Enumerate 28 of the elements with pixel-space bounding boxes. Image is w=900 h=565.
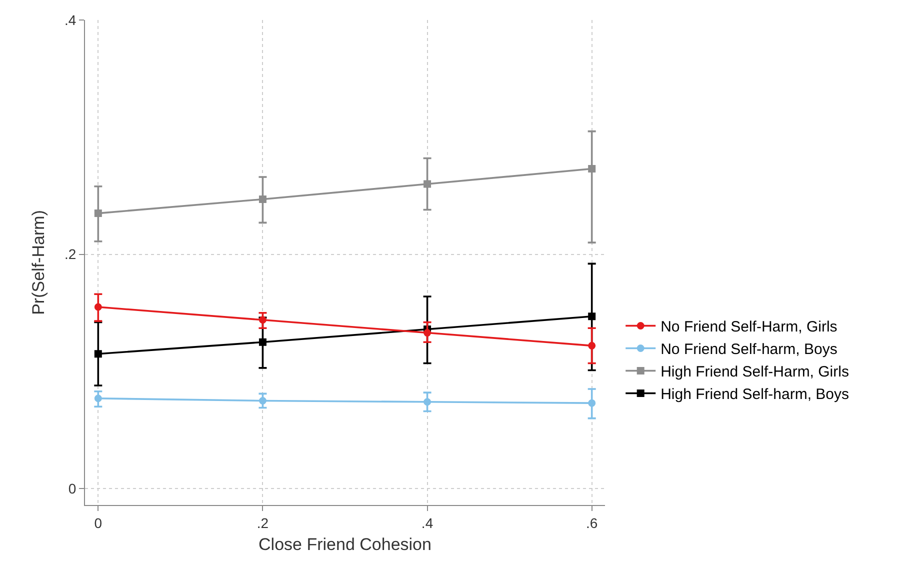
point bbox=[258, 396, 266, 404]
point bbox=[424, 329, 432, 337]
y-axis-title: Pr(Self-Harm) bbox=[29, 210, 48, 315]
x-tick-label: .4 bbox=[421, 514, 434, 531]
y-tick-label: .4 bbox=[64, 12, 76, 28]
x-tick-label: .2 bbox=[256, 514, 269, 531]
x-axis-title: Close Friend Cohesion bbox=[258, 535, 432, 554]
point bbox=[258, 195, 266, 203]
x-tick-label: .6 bbox=[586, 514, 598, 531]
point bbox=[94, 350, 102, 358]
point bbox=[588, 399, 596, 407]
point bbox=[94, 210, 102, 218]
point bbox=[424, 180, 432, 188]
y-tick-label: .2 bbox=[64, 246, 76, 262]
point bbox=[94, 303, 102, 311]
point bbox=[258, 316, 266, 324]
y-tick-label: 0 bbox=[68, 480, 76, 496]
legend-label: No Friend Self-Harm, Girls bbox=[660, 318, 838, 336]
point bbox=[94, 394, 102, 402]
point bbox=[258, 338, 266, 346]
point bbox=[424, 398, 432, 406]
point bbox=[588, 342, 596, 350]
legend-label: High Friend Self-harm, Boys bbox=[660, 386, 850, 404]
legend-label: No Friend Self-harm, Boys bbox=[660, 341, 838, 358]
legend-label: High Friend Self-Harm, Girls bbox=[660, 364, 849, 381]
x-tick-label: 0 bbox=[94, 514, 102, 531]
point bbox=[588, 165, 596, 173]
point bbox=[588, 312, 596, 320]
